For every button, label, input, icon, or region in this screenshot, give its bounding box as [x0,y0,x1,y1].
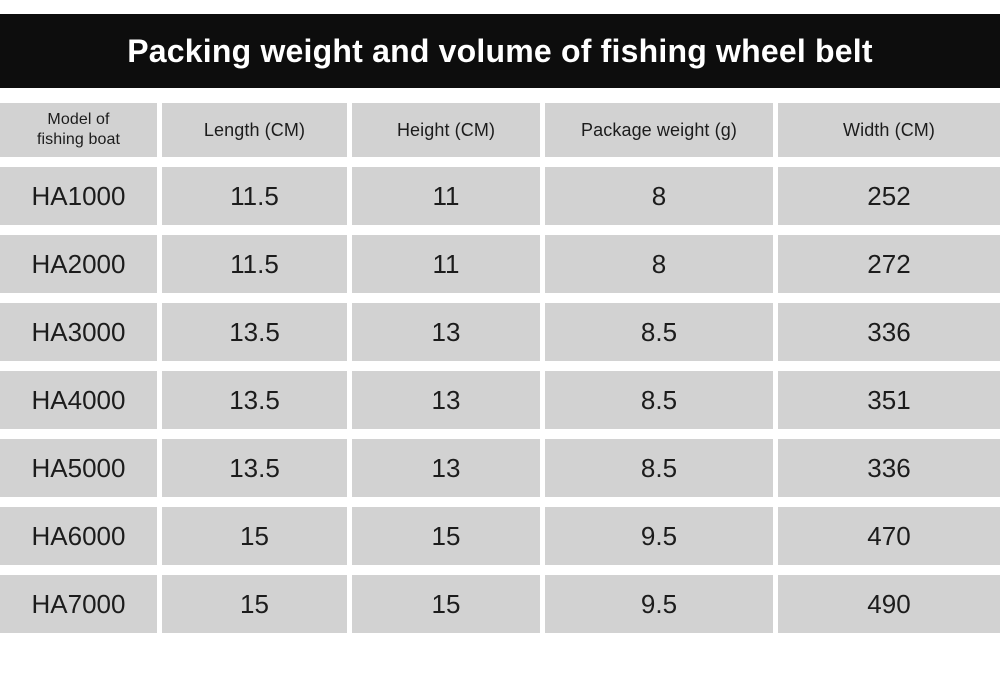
cell-length: 13.5 [162,371,347,429]
cell-width: 470 [778,507,1000,565]
cell-width: 252 [778,167,1000,225]
spec-table: Model of fishing boat Length (CM) Height… [0,103,1000,633]
cell-height: 13 [352,303,540,361]
cell-package-weight: 9.5 [545,507,773,565]
cell-model: HA5000 [0,439,157,497]
title-bar: Packing weight and volume of fishing whe… [0,14,1000,88]
cell-model: HA2000 [0,235,157,293]
column-header-length: Length (CM) [162,103,347,157]
cell-package-weight: 8.5 [545,371,773,429]
cell-package-weight: 8.5 [545,303,773,361]
page-title: Packing weight and volume of fishing whe… [127,32,873,69]
cell-length: 15 [162,507,347,565]
cell-package-weight: 8.5 [545,439,773,497]
cell-package-weight: 8 [545,167,773,225]
cell-width: 351 [778,371,1000,429]
cell-width: 272 [778,235,1000,293]
cell-height: 11 [352,167,540,225]
cell-width: 490 [778,575,1000,633]
cell-width: 336 [778,303,1000,361]
cell-height: 13 [352,371,540,429]
cell-package-weight: 9.5 [545,575,773,633]
cell-package-weight: 8 [545,235,773,293]
column-header-package-weight: Package weight (g) [545,103,773,157]
cell-model: HA4000 [0,371,157,429]
cell-model: HA6000 [0,507,157,565]
column-header-height: Height (CM) [352,103,540,157]
cell-model: HA1000 [0,167,157,225]
cell-length: 11.5 [162,167,347,225]
cell-length: 13.5 [162,303,347,361]
cell-width: 336 [778,439,1000,497]
cell-height: 13 [352,439,540,497]
cell-length: 15 [162,575,347,633]
cell-model: HA3000 [0,303,157,361]
cell-model: HA7000 [0,575,157,633]
column-header-width: Width (CM) [778,103,1000,157]
cell-length: 11.5 [162,235,347,293]
cell-height: 15 [352,507,540,565]
cell-height: 11 [352,235,540,293]
cell-height: 15 [352,575,540,633]
cell-length: 13.5 [162,439,347,497]
column-header-model: Model of fishing boat [0,103,157,157]
